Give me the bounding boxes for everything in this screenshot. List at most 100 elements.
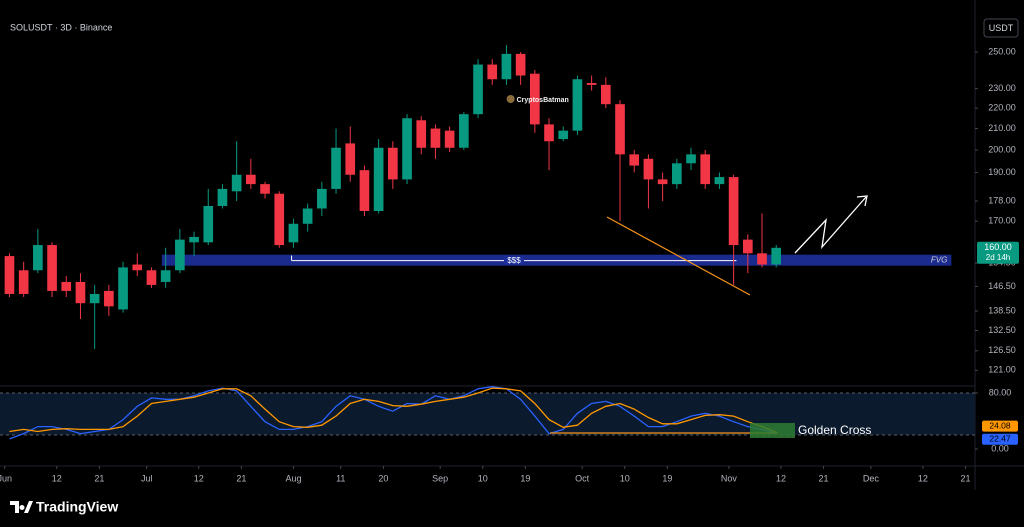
y-tick-label: 250.00 [988,46,1016,56]
candle-body [4,256,15,294]
x-tick-label: 21 [236,473,246,483]
candle-body [686,154,696,164]
brand-name: TradingView [36,499,118,515]
main-pane: FVG $$$ CryptosBatman [4,45,952,350]
watermark: CryptosBatman [517,97,569,104]
candle-body [671,163,682,185]
candle-body [18,270,29,294]
logo-icon [10,501,33,513]
x-tick-label: 10 [478,473,488,483]
x-tick-label: 12 [52,473,62,483]
candle-body [402,118,412,180]
band-fill [0,393,975,435]
candle-body [388,147,398,180]
x-tick-label: Jun [0,473,12,483]
footer [0,490,1024,527]
candle-body [700,154,711,185]
x-tick-label: 11 [336,473,345,483]
y-tick-label: 132.50 [988,325,1016,335]
x-tick-label: 12 [776,473,786,483]
x-tick-label: 10 [620,473,630,483]
candle-body [742,239,753,254]
candle-body [274,193,285,246]
candle-body [75,281,86,304]
y-tick-label: 178.00 [988,195,1016,205]
last-value-label: 22.47 [989,434,1011,444]
candle-body [430,128,441,148]
y-tick-label: 190.00 [988,167,1016,177]
candle-body [444,130,455,148]
candle-body [260,184,270,194]
currency-button[interactable] [983,18,1019,38]
x-tick-label: 12 [918,473,928,483]
x-tick-label: Oct [575,473,590,483]
y-tick-label: 210.00 [988,123,1016,133]
stoch-line [9,387,777,433]
y-tick-label: 0.00 [991,443,1009,453]
y-tick-label: 80.00 [989,387,1012,397]
y-tick-label: 121.00 [988,365,1016,375]
projection-arrow [794,196,867,254]
candle-body [473,64,483,115]
candle-body [615,104,625,155]
candle-body [288,223,299,243]
x-tick-label: 21 [819,473,829,483]
trend-line [606,216,751,296]
x-tick-label: Sep [432,473,448,483]
candle-body [302,208,313,224]
x-tick-label: 12 [194,473,204,483]
candle-body [600,84,611,105]
tradingview-logo: TradingView [10,499,118,515]
x-tick-label: 20 [378,473,388,483]
candle-body [572,79,583,131]
candle-body [771,247,782,265]
candle-body [359,170,370,211]
candle-body [501,53,512,80]
candle-body [203,205,214,243]
candle-body [33,245,43,271]
candle-body [160,270,171,282]
candle-body [217,188,228,206]
y-tick-label: 200.00 [988,144,1016,154]
candle-body [459,114,469,148]
candle-body [657,179,668,185]
x-tick-label: Aug [285,473,301,483]
y-tick-label: 126.50 [988,345,1016,355]
x-tick-label: 21 [961,473,971,483]
x-tick-label: 19 [662,473,672,483]
candle-body [175,239,185,271]
x-tick-label: 21 [94,473,104,483]
candle-body [558,130,569,140]
fvg-label: FVG [931,255,947,264]
liquidity-label: $$$ [507,256,521,265]
x-tick-label: Dec [863,473,880,483]
candle-body [757,253,767,265]
candle-body [89,293,100,304]
candle-body [515,53,526,76]
candle-body [629,154,640,166]
candle-body [373,147,384,211]
candle-body [118,267,128,310]
candle-body [487,64,498,80]
x-tick-label: 19 [520,473,530,483]
y-tick-label: 170.00 [988,216,1016,226]
candle-body [47,245,57,291]
last-value-box [982,433,1018,445]
liquidity-label-bg [504,256,525,265]
golden-cross-box [750,423,795,438]
candle-body [416,120,427,148]
candle-body [231,174,242,192]
x-tick-label: Nov [721,473,738,483]
watermark-icon [506,95,515,103]
candle-body [317,188,327,209]
candle-body [530,73,540,125]
candle-body [146,270,157,285]
currency-label[interactable]: USDT [989,23,1014,33]
candle-body [246,174,256,185]
countdown: 2d 14h [986,253,1010,262]
candle-body [544,124,554,142]
candle-body [586,82,597,85]
y-tick-label: 146.50 [988,281,1016,291]
candle-body [132,264,143,271]
